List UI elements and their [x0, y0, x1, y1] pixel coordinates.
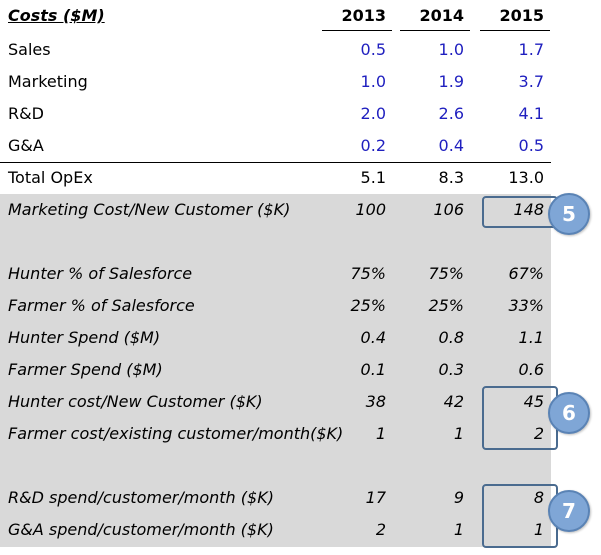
- callout-badge-7: 7: [548, 490, 590, 532]
- value-2015: 1.7: [518, 40, 544, 59]
- row-label: Hunter % of Salesforce: [8, 264, 193, 283]
- metric-row: Hunter Spend ($M) 0.4 0.8 1.1: [0, 322, 560, 354]
- shaded-metrics-area: [0, 194, 551, 547]
- value-2014: 0.3: [438, 360, 464, 379]
- value-2015: 3.7: [518, 72, 544, 91]
- value-2013: 38: [365, 392, 386, 411]
- header-underline: [400, 30, 470, 31]
- row-label: Farmer Spend ($M): [8, 360, 163, 379]
- value-2013: 2: [375, 520, 386, 539]
- cost-row: Marketing 1.0 1.9 3.7: [0, 66, 560, 98]
- value-2014: 2.6: [438, 104, 464, 123]
- value-2015: 4.1: [518, 104, 544, 123]
- metric-row: Farmer % of Salesforce 25% 25% 33%: [0, 290, 560, 322]
- header-underline: [480, 30, 550, 31]
- callout-badge-6: 6: [548, 392, 590, 434]
- total-2015: 13.0: [508, 168, 544, 187]
- highlight-box: [482, 196, 558, 228]
- value-2015: 8: [533, 488, 544, 507]
- value-2015: 1.1: [518, 328, 544, 347]
- value-2014: 0.4: [438, 136, 464, 155]
- value-2013: 17: [365, 488, 386, 507]
- value-2013: 100: [355, 200, 386, 219]
- row-label: R&D: [8, 104, 44, 123]
- table-title: Costs ($M): [8, 6, 105, 25]
- row-label: Hunter Spend ($M): [8, 328, 161, 347]
- value-2013: 25%: [350, 296, 386, 315]
- row-label: Marketing: [8, 72, 88, 91]
- metric-row: Farmer Spend ($M) 0.1 0.3 0.6: [0, 354, 560, 386]
- cost-row: R&D 2.0 2.6 4.1: [0, 98, 560, 130]
- metric-row: Hunter cost/New Customer ($K) 38 42 45: [0, 386, 560, 418]
- value-2015: 2: [533, 424, 544, 443]
- row-label: Hunter cost/New Customer ($K): [8, 392, 263, 411]
- metric-row: R&D spend/customer/month ($K) 17 9 8: [0, 482, 560, 514]
- value-2015: 0.5: [518, 136, 544, 155]
- row-label: Marketing Cost/New Customer ($K): [8, 200, 291, 219]
- highlight-box: [482, 386, 558, 450]
- value-2014: 75%: [428, 264, 464, 283]
- value-2015: 67%: [508, 264, 544, 283]
- total-label: Total OpEx: [8, 168, 93, 187]
- row-label: G&A: [8, 136, 44, 155]
- value-2013: 0.2: [360, 136, 386, 155]
- value-2014: 1: [453, 424, 464, 443]
- value-2014: 25%: [428, 296, 464, 315]
- metric-row: G&A spend/customer/month ($K) 2 1 1: [0, 514, 560, 546]
- value-2014: 42: [443, 392, 464, 411]
- total-row: Total OpEx 5.1 8.3 13.0: [0, 162, 560, 194]
- value-2015: 148: [513, 200, 544, 219]
- highlight-box: [482, 484, 558, 548]
- value-2014: 106: [433, 200, 464, 219]
- metric-row: Hunter % of Salesforce 75% 75% 67%: [0, 258, 560, 290]
- value-2014: 9: [453, 488, 464, 507]
- cost-row: G&A 0.2 0.4 0.5: [0, 130, 560, 162]
- row-label: G&A spend/customer/month ($K): [8, 520, 274, 539]
- value-2015: 33%: [508, 296, 544, 315]
- value-2015: 45: [523, 392, 544, 411]
- row-label: Sales: [8, 40, 51, 59]
- value-2013: 0.4: [360, 328, 386, 347]
- row-label: Farmer % of Salesforce: [8, 296, 195, 315]
- value-2014: 0.8: [438, 328, 464, 347]
- value-2013: 2.0: [360, 104, 386, 123]
- metric-row: Farmer cost/existing customer/month($K) …: [0, 418, 560, 450]
- value-2013: 75%: [350, 264, 386, 283]
- value-2013: 1: [375, 424, 386, 443]
- value-2015: 0.6: [518, 360, 544, 379]
- year-2014-header: 2014: [419, 6, 464, 25]
- cost-row: Sales 0.5 1.0 1.7: [0, 34, 560, 66]
- row-label: R&D spend/customer/month ($K): [8, 488, 274, 507]
- metric-row: Marketing Cost/New Customer ($K) 100 106…: [0, 194, 560, 226]
- value-2015: 1: [533, 520, 544, 539]
- header-underline: [322, 30, 392, 31]
- total-divider: [0, 162, 551, 163]
- value-2014: 1.0: [438, 40, 464, 59]
- total-2013: 5.1: [360, 168, 386, 187]
- value-2014: 1.9: [438, 72, 464, 91]
- year-2015-header: 2015: [499, 6, 544, 25]
- total-2014: 8.3: [438, 168, 464, 187]
- value-2013: 0.1: [360, 360, 386, 379]
- header-row: Costs ($M) 2013 2014 2015: [0, 0, 560, 32]
- value-2013: 0.5: [360, 40, 386, 59]
- value-2014: 1: [453, 520, 464, 539]
- year-2013-header: 2013: [341, 6, 386, 25]
- row-label: Farmer cost/existing customer/month($K): [8, 424, 344, 443]
- callout-badge-5: 5: [548, 193, 590, 235]
- value-2013: 1.0: [360, 72, 386, 91]
